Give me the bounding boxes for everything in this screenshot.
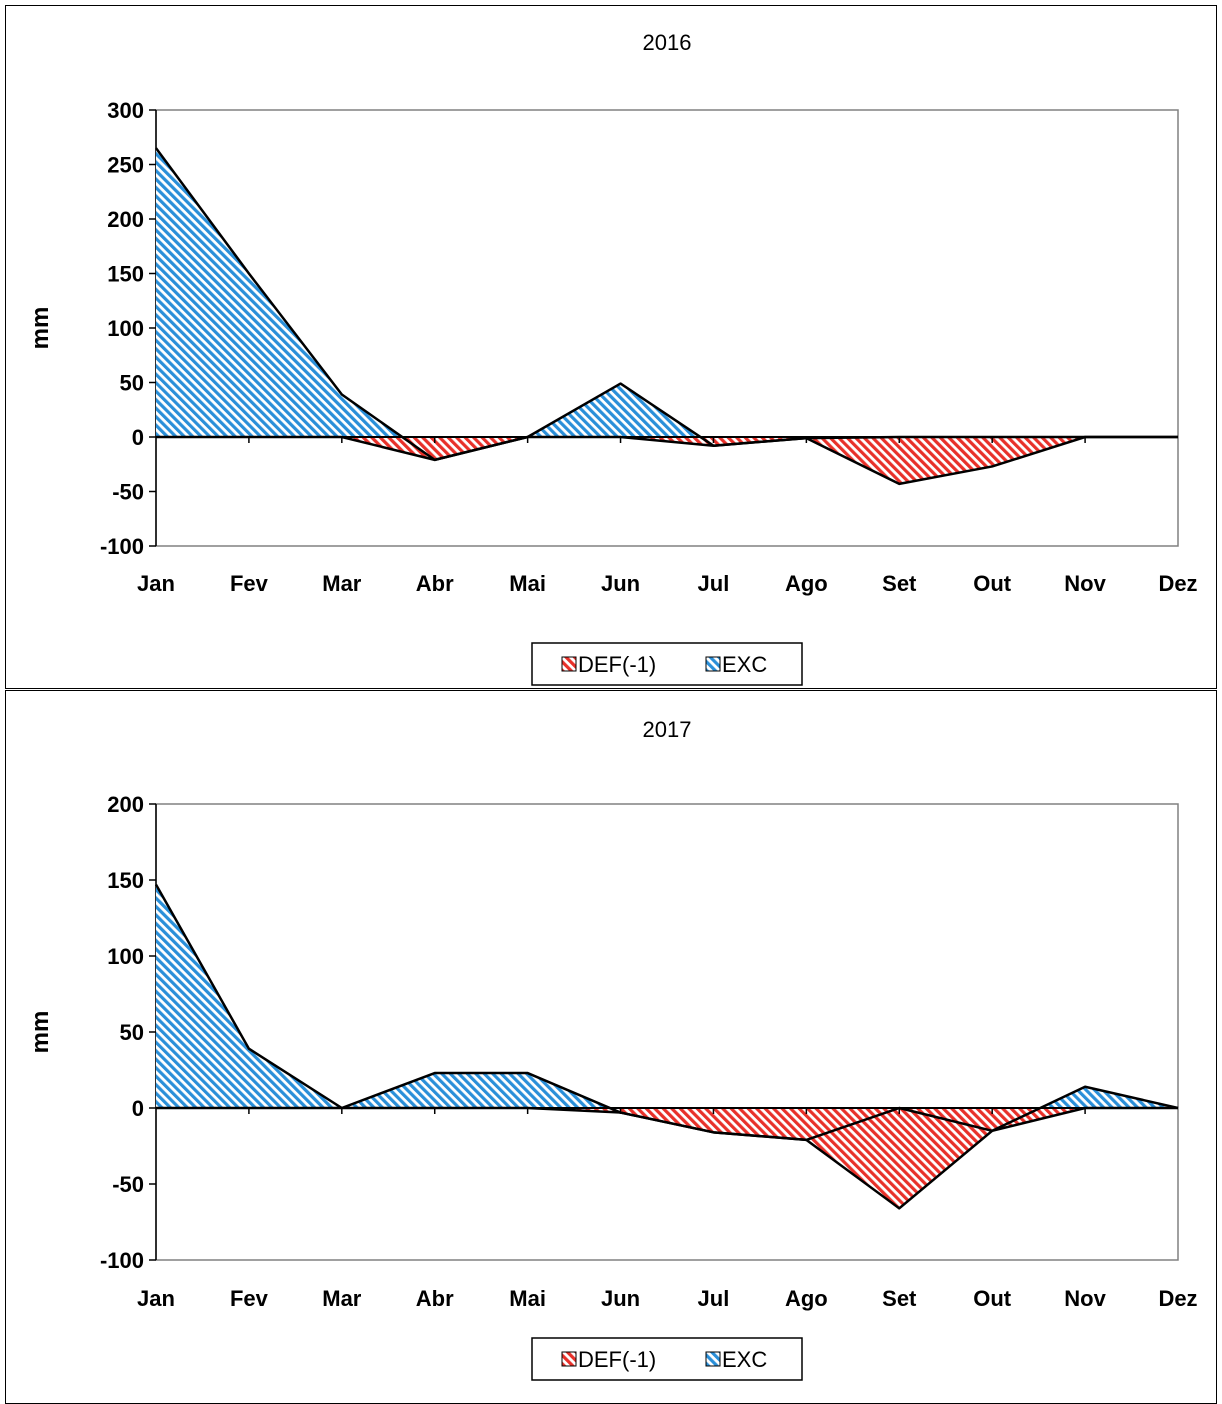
area-def-1 [156,437,1178,484]
x-tick-label: Jun [601,571,640,596]
x-tick-label: Nov [1064,1286,1106,1311]
y-tick-label: -50 [112,1172,144,1197]
y-tick-label: 0 [132,425,144,450]
x-tick-label: Out [973,1286,1012,1311]
x-tick-label: Jul [698,1286,730,1311]
y-tick-label: 200 [107,792,144,817]
y-tick-label: -50 [112,480,144,505]
chart-title: 2017 [643,717,692,742]
y-tick-label: 0 [132,1096,144,1121]
x-tick-label: Set [882,1286,917,1311]
y-tick-label: 150 [107,868,144,893]
y-tick-label: 100 [107,316,144,341]
series-outline-lower [156,1106,1178,1210]
y-tick-label: 50 [120,371,144,396]
x-tick-label: Mai [509,1286,546,1311]
x-tick-label: Mar [322,571,362,596]
x-tick-label: Dez [1158,571,1197,596]
area-exc [156,148,1178,460]
chart-panel-2016: 2016 300 250 200 150 100 50 0 -50 -100 mm Jan Fev Mar… [5,5,1217,689]
legend-label-exc: EXC [722,652,767,677]
x-tick-label: Mar [322,1286,362,1311]
legend-label-def: DEF(-1) [578,652,656,677]
legend-swatch-exc [705,1351,721,1367]
y-tick-label: -100 [100,1248,144,1273]
y-tick-label: 250 [107,153,144,178]
legend-label-exc: EXC [722,1347,767,1372]
chart-panel-2017: 2017 200 150 100 50 0 -50 -100 mm Jan Fev Mar Abr Mai… [5,690,1217,1404]
x-tick-label: Jan [137,571,175,596]
x-tick-label: Jun [601,1286,640,1311]
x-tick-label: Out [973,571,1012,596]
chart-2017: 2017 200 150 100 50 0 -50 -100 mm Jan Fev Mar Abr Mai… [27,717,1198,1381]
legend-label-def: DEF(-1) [578,1347,656,1372]
x-tick-label: Fev [230,571,269,596]
y-tick-label: 50 [120,1020,144,1045]
x-tick-label: Nov [1064,571,1106,596]
x-tick-label: Dez [1158,1286,1197,1311]
legend-swatch-exc [705,656,721,672]
y-tick-label: 150 [107,262,144,287]
legend [531,642,803,686]
x-tick-label: Jan [137,1286,175,1311]
y-tick-label: -100 [100,534,144,559]
x-tick-label: Jul [698,571,730,596]
y-tick-label: 200 [107,207,144,232]
legend [531,1337,803,1381]
x-tick-label: Fev [230,1286,269,1311]
y-axis-label: mm [27,1011,54,1054]
plot-area [155,803,1179,1261]
x-tick-label: Ago [785,571,828,596]
area-exc [156,884,1178,1140]
x-tick-label: Set [882,571,917,596]
x-tick-label: Abr [416,571,454,596]
x-tick-label: Ago [785,1286,828,1311]
y-tick-label: 300 [107,98,144,123]
chart-2016: 2016 300 250 200 150 100 50 0 -50 -100 mm Jan Fev Mar… [27,30,1198,686]
chart-title: 2016 [643,30,692,55]
y-axis-label: mm [27,307,54,350]
x-tick-label: Abr [416,1286,454,1311]
legend-swatch-def [561,656,577,672]
plot-area [155,109,1179,547]
y-tick-label: 100 [107,944,144,969]
x-tick-label: Mai [509,571,546,596]
legend-swatch-def [561,1351,577,1367]
area-def-1 [156,1108,1178,1209]
